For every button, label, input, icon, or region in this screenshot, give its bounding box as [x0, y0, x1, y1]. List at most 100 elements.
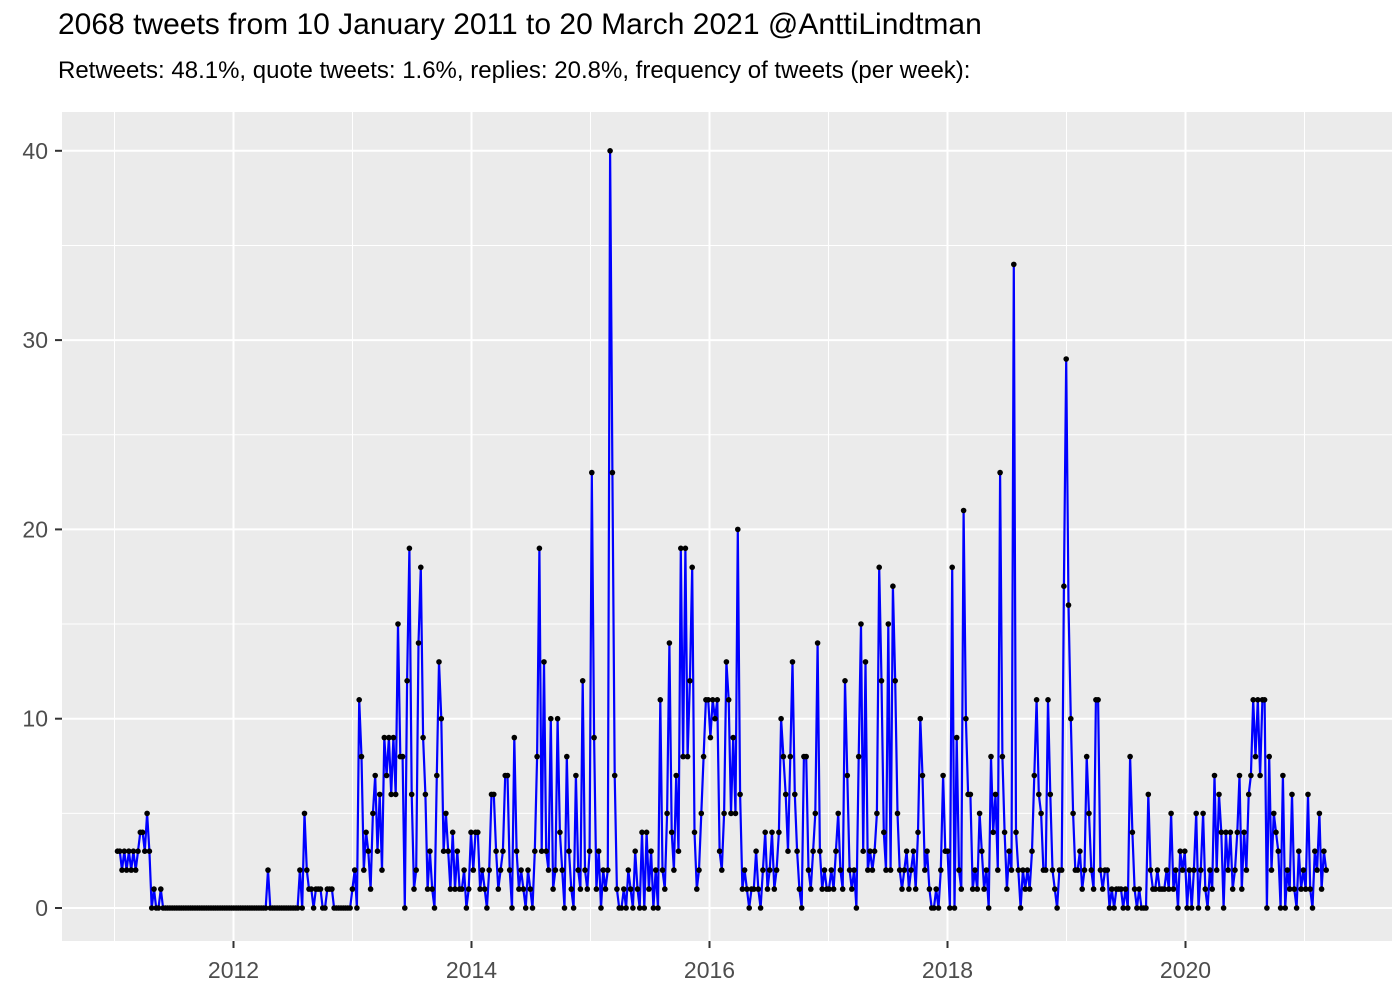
data-point — [899, 886, 905, 892]
data-point — [351, 867, 358, 873]
data-point — [128, 867, 134, 873]
data-point — [367, 886, 374, 892]
data-point — [445, 848, 452, 854]
data-point — [1083, 753, 1090, 760]
data-point — [664, 810, 670, 817]
data-point — [1122, 886, 1129, 892]
data-point — [1186, 867, 1193, 873]
data-point — [771, 886, 778, 892]
data-point — [534, 753, 540, 760]
data-point — [764, 886, 771, 892]
data-point — [655, 905, 661, 911]
data-point — [944, 848, 951, 854]
chart-title: 2068 tweets from 10 January 2011 to 20 M… — [58, 8, 982, 41]
data-point — [1127, 753, 1133, 760]
data-point — [901, 867, 908, 873]
data-point — [424, 886, 431, 892]
data-point — [787, 753, 794, 760]
data-point — [1143, 905, 1149, 911]
data-point — [976, 810, 983, 817]
data-point — [992, 791, 999, 798]
data-point — [766, 867, 773, 873]
data-point — [429, 886, 436, 892]
data-point — [792, 791, 798, 798]
data-point — [475, 829, 481, 836]
data-point — [958, 886, 965, 892]
data-point — [536, 545, 543, 552]
data-point — [513, 848, 520, 854]
data-point — [1179, 867, 1186, 873]
data-point — [139, 829, 146, 836]
data-point — [725, 697, 732, 703]
data-point — [826, 886, 832, 892]
data-point — [1026, 886, 1033, 892]
data-point — [506, 867, 513, 873]
data-point — [922, 867, 928, 873]
data-point — [1061, 583, 1067, 589]
data-point — [639, 829, 645, 836]
data-point — [411, 886, 417, 892]
data-point — [418, 564, 424, 571]
data-point — [146, 848, 153, 854]
data-point — [746, 905, 752, 911]
data-point — [1145, 791, 1152, 798]
data-point — [696, 867, 702, 873]
data-point — [967, 791, 974, 798]
data-point — [1095, 697, 1101, 703]
data-point — [509, 905, 515, 911]
data-point — [705, 697, 711, 703]
data-point — [1261, 697, 1268, 703]
data-point — [548, 715, 554, 722]
data-point — [990, 829, 996, 836]
data-point — [552, 867, 559, 873]
data-point — [1042, 867, 1049, 873]
data-point — [406, 545, 413, 552]
data-point — [577, 886, 584, 892]
data-point — [876, 564, 882, 571]
data-point — [780, 753, 787, 760]
data-point — [132, 867, 139, 873]
data-point — [1225, 867, 1231, 873]
data-point — [794, 848, 800, 854]
data-point — [874, 810, 880, 817]
data-point — [1172, 867, 1179, 873]
data-point — [803, 753, 809, 760]
data-point — [830, 886, 837, 892]
data-point — [1052, 886, 1058, 892]
data-point — [130, 848, 137, 854]
data-point — [789, 659, 796, 665]
data-point — [518, 867, 524, 873]
data-point — [1068, 715, 1074, 722]
data-point — [1177, 848, 1183, 854]
data-point — [1065, 602, 1072, 608]
data-point — [753, 848, 759, 854]
data-point — [1147, 867, 1154, 873]
data-point — [773, 867, 780, 873]
data-point — [155, 905, 162, 911]
data-point — [470, 867, 477, 873]
data-point — [1252, 753, 1259, 760]
data-point — [735, 526, 741, 533]
data-point — [648, 848, 654, 854]
data-point — [623, 905, 629, 911]
data-point — [627, 886, 634, 892]
data-point — [381, 734, 388, 741]
data-point — [1250, 697, 1256, 703]
data-point — [481, 886, 488, 892]
data-point — [1323, 867, 1329, 873]
data-point — [641, 905, 648, 911]
data-point — [304, 867, 310, 873]
data-point — [1268, 867, 1275, 873]
data-point — [805, 867, 812, 873]
data-point — [668, 829, 675, 836]
data-point — [1271, 810, 1277, 817]
data-point — [1136, 886, 1142, 892]
data-point — [835, 810, 841, 817]
data-point — [1011, 261, 1017, 268]
data-point — [906, 886, 912, 892]
data-point — [643, 829, 650, 836]
data-point — [402, 905, 408, 911]
data-point — [896, 867, 903, 873]
data-point — [652, 867, 659, 873]
data-point — [511, 734, 518, 741]
